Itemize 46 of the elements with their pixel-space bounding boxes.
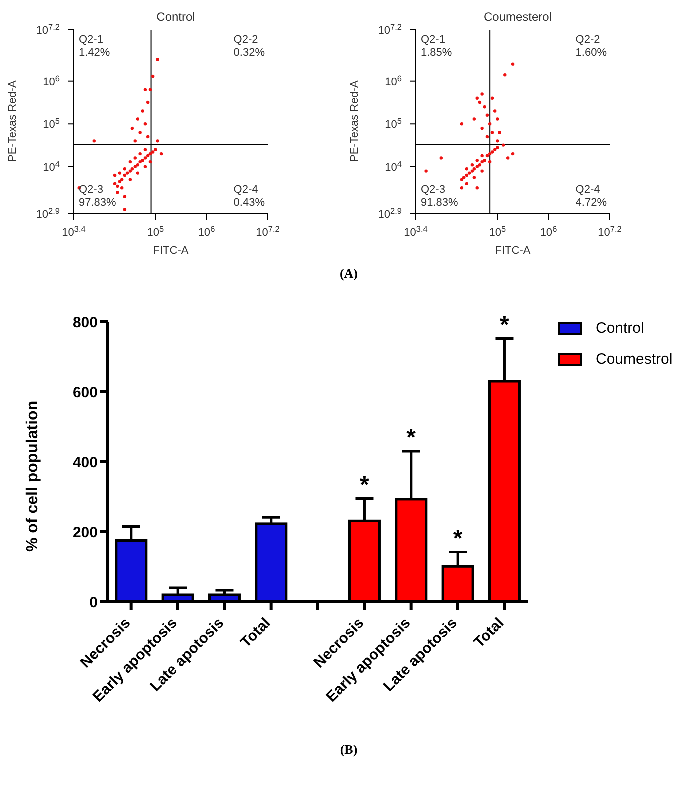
- legend-label: Coumestrol: [596, 351, 673, 368]
- y-tick-label: 10$^{5}$: [385, 116, 402, 132]
- annotation: Q2-1 1.85%: [421, 34, 452, 60]
- x-tick-label: 10$^{6}$: [540, 224, 558, 239]
- y-tick-label: 400: [72, 454, 98, 472]
- y-axis-title: PE-Texas Red-A: [6, 80, 19, 162]
- y-tick-label: 10$^{6}$: [43, 74, 60, 88]
- legend-label: Control: [596, 320, 644, 337]
- x-tick-label: 10$^{5}$: [147, 224, 165, 239]
- y-tick-label: 10$^{5}$: [43, 116, 60, 132]
- annotation: *: [453, 525, 464, 552]
- annotation: Q2-4 0.43%: [234, 184, 265, 210]
- x-tick-label: 10$^{3.4}$: [404, 224, 428, 239]
- y-tick-label: 10$^{4}$: [43, 159, 60, 174]
- annotation: *: [360, 472, 370, 499]
- annotation: Q2-3 91.83%: [421, 184, 458, 210]
- text: (A): [338, 266, 360, 282]
- x-tick-label: 10$^{7.2}$: [256, 224, 280, 239]
- annotation: Q2-2 0.32%: [234, 34, 265, 60]
- y-tick-label: 800: [72, 314, 98, 332]
- annotation: *: [406, 424, 417, 452]
- x-tick-label: 10$^{6}$: [198, 224, 216, 239]
- x-axis-title: FITC-A: [495, 245, 532, 257]
- annotation: Q2-1 1.42%: [79, 34, 110, 60]
- y-tick-label: 10$^{7.2}$: [36, 22, 60, 37]
- y-axis-title: PE-Texas Red-A: [348, 80, 361, 162]
- x-tick-label: 10$^{5}$: [489, 224, 507, 239]
- chart-title: Coumesterol: [484, 10, 552, 24]
- annotation: Q2-2 1.60%: [576, 34, 607, 60]
- text: (B): [339, 742, 359, 758]
- y-tick-label: 0: [90, 594, 98, 612]
- x-tick-label: 10$^{7.2}$: [598, 224, 622, 239]
- y-tick-label: 200: [72, 524, 98, 542]
- y-tick-label: 10$^{2.9}$: [36, 206, 60, 221]
- x-tick-label: 10$^{3.4}$: [62, 224, 86, 239]
- chart-title: Control: [156, 10, 196, 24]
- y-tick-label: 600: [72, 384, 98, 402]
- y-axis-title: % of cell population: [24, 400, 42, 552]
- y-tick-label: 10$^{6}$: [385, 74, 402, 88]
- x-axis-title: FITC-A: [153, 245, 190, 257]
- annotation: *: [500, 312, 510, 339]
- y-tick-label: 10$^{7.2}$: [378, 22, 402, 37]
- y-tick-label: 10$^{4}$: [385, 159, 402, 174]
- annotation: Q2-4 4.72%: [576, 184, 607, 210]
- y-tick-label: 10$^{2.9}$: [378, 206, 402, 221]
- annotation: Q2-3 97.83%: [79, 184, 116, 210]
